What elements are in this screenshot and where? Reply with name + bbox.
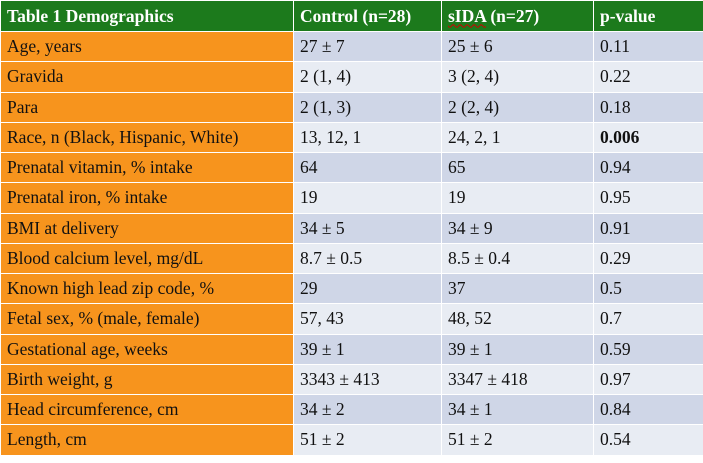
table-row: Prenatal iron, % intake 19 19 0.95 <box>1 183 703 213</box>
row-label: Race, n (Black, Hispanic, White) <box>1 122 294 152</box>
table-row: Blood calcium level, mg/dL 8.7 ± 0.5 8.5… <box>1 243 703 273</box>
control-value: 2 (1, 3) <box>294 92 442 122</box>
sida-value: 34 ± 1 <box>442 395 594 425</box>
sida-value: 8.5 ± 0.4 <box>442 243 594 273</box>
row-label: Gravida <box>1 62 294 92</box>
table-row: Birth weight, g 3343 ± 413 3347 ± 418 0.… <box>1 364 703 394</box>
control-value: 34 ± 2 <box>294 395 442 425</box>
sida-value: 3347 ± 418 <box>442 364 594 394</box>
p-value: 0.59 <box>594 334 703 364</box>
p-value: 0.11 <box>594 32 703 62</box>
table-row: BMI at delivery 34 ± 5 34 ± 9 0.91 <box>1 213 703 243</box>
control-value: 29 <box>294 274 442 304</box>
control-value: 19 <box>294 183 442 213</box>
pvalue-column-header: p-value <box>594 1 703 32</box>
table-row: Gestational age, weeks 39 ± 1 39 ± 1 0.5… <box>1 334 703 364</box>
sida-header-suffix: (n=27) <box>486 6 539 26</box>
row-label: Length, cm <box>1 425 294 455</box>
row-label: Prenatal iron, % intake <box>1 183 294 213</box>
sida-value: 34 ± 9 <box>442 213 594 243</box>
header-row: Table 1 Demographics Control (n=28) sIDA… <box>1 1 703 32</box>
p-value: 0.7 <box>594 304 703 334</box>
sida-value: 24, 2, 1 <box>442 122 594 152</box>
control-value: 8.7 ± 0.5 <box>294 243 442 273</box>
sida-value: 48, 52 <box>442 304 594 334</box>
table-row: Gravida 2 (1, 4) 3 (2, 4) 0.22 <box>1 62 703 92</box>
sida-value: 19 <box>442 183 594 213</box>
control-value: 27 ± 7 <box>294 32 442 62</box>
control-column-header: Control (n=28) <box>294 1 442 32</box>
table-row: Fetal sex, % (male, female) 57, 43 48, 5… <box>1 304 703 334</box>
sida-value: 25 ± 6 <box>442 32 594 62</box>
p-value-significant: 0.006 <box>594 122 703 152</box>
table-row: Race, n (Black, Hispanic, White) 13, 12,… <box>1 122 703 152</box>
sida-value: 3 (2, 4) <box>442 62 594 92</box>
control-value: 2 (1, 4) <box>294 62 442 92</box>
row-label: Blood calcium level, mg/dL <box>1 243 294 273</box>
control-value: 39 ± 1 <box>294 334 442 364</box>
table-title-header: Table 1 Demographics <box>1 1 294 32</box>
table-row: Para 2 (1, 3) 2 (2, 4) 0.18 <box>1 92 703 122</box>
row-label: Head circumference, cm <box>1 395 294 425</box>
table-row: Head circumference, cm 34 ± 2 34 ± 1 0.8… <box>1 395 703 425</box>
p-value: 0.54 <box>594 425 703 455</box>
table-row: Age, years 27 ± 7 25 ± 6 0.11 <box>1 32 703 62</box>
sida-column-header: sIDA (n=27) <box>442 1 594 32</box>
p-value: 0.84 <box>594 395 703 425</box>
p-value: 0.94 <box>594 153 703 183</box>
sida-value: 2 (2, 4) <box>442 92 594 122</box>
row-label: Age, years <box>1 32 294 62</box>
row-label: Fetal sex, % (male, female) <box>1 304 294 334</box>
control-value: 57, 43 <box>294 304 442 334</box>
row-label: Prenatal vitamin, % intake <box>1 153 294 183</box>
sida-header-prefix: sIDA <box>448 6 486 26</box>
row-label: Para <box>1 92 294 122</box>
p-value: 0.18 <box>594 92 703 122</box>
p-value: 0.97 <box>594 364 703 394</box>
sida-value: 51 ± 2 <box>442 425 594 455</box>
row-label: Known high lead zip code, % <box>1 274 294 304</box>
p-value: 0.29 <box>594 243 703 273</box>
control-value: 13, 12, 1 <box>294 122 442 152</box>
p-value: 0.91 <box>594 213 703 243</box>
table-row: Prenatal vitamin, % intake 64 65 0.94 <box>1 153 703 183</box>
table-row: Known high lead zip code, % 29 37 0.5 <box>1 274 703 304</box>
p-value: 0.95 <box>594 183 703 213</box>
row-label: BMI at delivery <box>1 213 294 243</box>
control-value: 3343 ± 413 <box>294 364 442 394</box>
sida-value: 65 <box>442 153 594 183</box>
row-label: Gestational age, weeks <box>1 334 294 364</box>
control-value: 51 ± 2 <box>294 425 442 455</box>
sida-value: 37 <box>442 274 594 304</box>
row-label: Birth weight, g <box>1 364 294 394</box>
sida-value: 39 ± 1 <box>442 334 594 364</box>
p-value: 0.5 <box>594 274 703 304</box>
control-value: 34 ± 5 <box>294 213 442 243</box>
table-row: Length, cm 51 ± 2 51 ± 2 0.54 <box>1 425 703 455</box>
p-value: 0.22 <box>594 62 703 92</box>
control-value: 64 <box>294 153 442 183</box>
